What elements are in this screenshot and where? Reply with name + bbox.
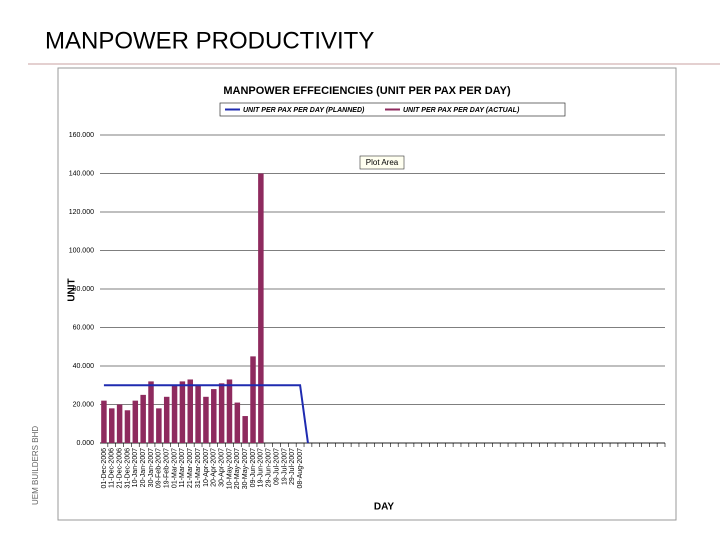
y-tick-label: 140.000 [69, 170, 94, 177]
y-tick-label: 40.000 [73, 363, 95, 370]
x-tick-label: 31-Dec-2006 [124, 448, 131, 489]
annotation: Plot Area [366, 158, 399, 167]
x-tick-label: 20-Apr-2007 [211, 448, 218, 487]
x-tick-label: 01-Dec-2006 [101, 448, 108, 489]
legend-label: UNIT PER PAX PER DAY (ACTUAL) [403, 107, 520, 114]
bar [187, 379, 193, 443]
x-tick-label: 09-Jul-2007 [273, 448, 280, 485]
x-tick-label: 29-Jul-2007 [289, 448, 296, 485]
bar [171, 385, 178, 443]
bar [156, 408, 162, 443]
bar [148, 381, 154, 443]
y-tick-label: 80.000 [73, 286, 95, 293]
y-tick-label: 0.000 [76, 440, 94, 447]
bar [258, 173, 264, 443]
bar [250, 356, 256, 443]
bar [195, 385, 201, 443]
x-tick-label: 29-Jun-2007 [266, 448, 273, 487]
x-tick-label: 11-Dec-2006 [109, 448, 116, 488]
chart-title: MANPOWER EFFECIENCIES (UNIT PER PAX PER … [223, 85, 511, 97]
legend-label: UNIT PER PAX PER DAY (PLANNED) [243, 107, 365, 114]
x-tick-label: 01-Mar-2007 [171, 448, 178, 488]
planned-line [103, 384, 309, 444]
x-tick-label: 09-Feb-2007 [156, 448, 163, 488]
x-tick-label: 11-Mar-2007 [179, 448, 186, 488]
bar [124, 410, 131, 443]
bar [179, 381, 186, 443]
x-tick-label: 20-Jan-2007 [140, 448, 147, 487]
bar [109, 408, 115, 443]
x-tick-label: 21-Mar-2007 [187, 448, 194, 488]
x-tick-label: 10-Apr-2007 [203, 448, 210, 487]
x-tick-label: 19-Jul-2007 [281, 448, 288, 485]
plot-area-tip [359, 155, 405, 170]
x-axis-label: DAY [374, 502, 395, 513]
x-tick-label: 30-Apr-2007 [218, 448, 225, 487]
x-tick-label: 30-May-2007 [242, 448, 249, 489]
bar [242, 416, 248, 443]
x-tick-label: 10-May-2007 [226, 448, 233, 489]
y-tick-label: 160.000 [69, 132, 94, 139]
bar [211, 389, 217, 443]
bar [203, 396, 209, 443]
bar [226, 379, 233, 443]
bar [116, 404, 123, 443]
y-tick-label: 120.000 [69, 209, 94, 216]
bar [163, 396, 170, 443]
bar [101, 400, 107, 443]
slide-title: MANPOWER PRODUCTIVITY [45, 27, 374, 54]
bar [132, 400, 139, 443]
x-tick-label: 21-Dec-2006 [116, 448, 123, 489]
side-text: UEM BUILDERS BHD [31, 426, 40, 505]
x-tick-label: 30-Jan-2007 [148, 448, 155, 487]
x-tick-label: 31-Mar-2007 [195, 448, 202, 488]
y-tick-label: 100.000 [69, 247, 94, 254]
bar [140, 394, 146, 443]
x-tick-label: 08-Aug-2007 [297, 448, 304, 489]
chart-frame [57, 67, 677, 521]
x-tick-label: 10-Jan-2007 [132, 448, 139, 487]
y-axis-label: UNIT [67, 278, 78, 301]
bar [218, 383, 225, 443]
x-tick-label: 09-Jun-2007 [250, 448, 257, 487]
y-tick-label: 20.000 [73, 401, 95, 408]
x-tick-label: 19-Feb-2007 [164, 448, 171, 488]
y-tick-label: 60.000 [73, 324, 95, 331]
x-tick-label: 19-Jun-2007 [258, 448, 265, 487]
bar [234, 402, 241, 443]
x-tick-label: 20-May-2007 [234, 448, 241, 489]
